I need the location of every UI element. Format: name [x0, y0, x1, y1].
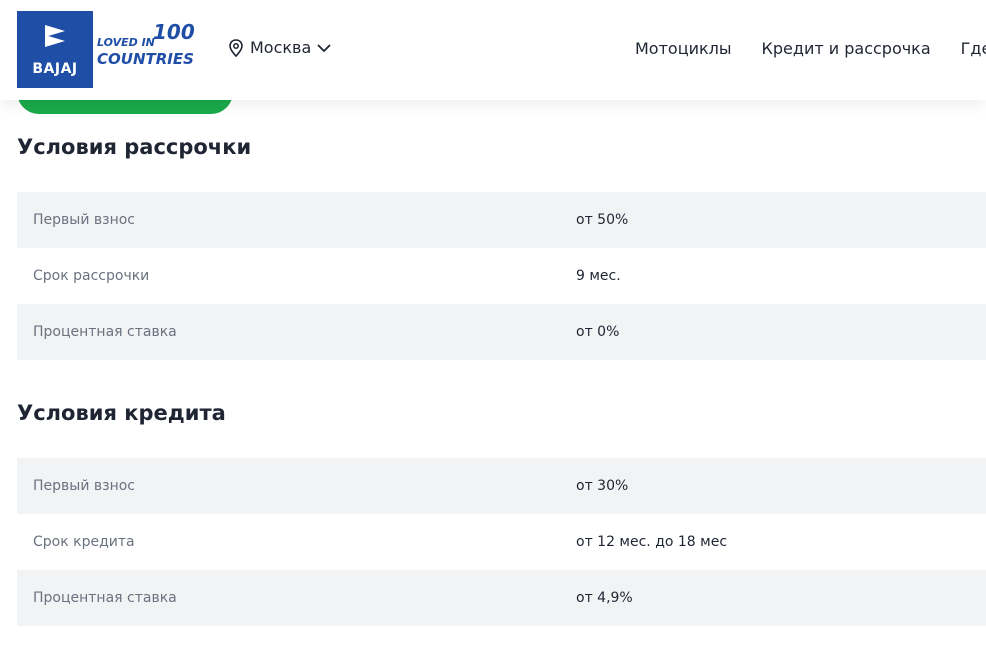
- table-row: Первый взнос от 30%: [17, 458, 986, 514]
- row-value: от 30%: [576, 478, 629, 494]
- pin-icon: [229, 38, 243, 57]
- chevron-icon: [317, 43, 331, 52]
- tagline-number: 100: [153, 20, 195, 44]
- city-name: Москва: [250, 38, 312, 57]
- row-label: Срок кредита: [33, 534, 135, 550]
- table-row: Срок рассрочки 9 мес.: [17, 248, 986, 304]
- row-value: от 12 мес. до 18 мес: [576, 534, 728, 550]
- table-row: Первый взнос от 50%: [17, 192, 986, 248]
- table-row: Процентная ставка от 4,9%: [17, 570, 986, 626]
- table-row: Процентная ставка от 0%: [17, 304, 986, 360]
- logo-icon: [45, 25, 65, 47]
- row-label: Первый взнос: [33, 478, 135, 494]
- terms-table: Первый взнос от 50% Срок рассрочки 9 мес. …: [17, 192, 986, 360]
- tagline-top: LOVED IN: [97, 36, 155, 49]
- section-title: Условия рассрочки: [17, 135, 252, 159]
- terms-table: Первый взнос от 30% Срок кредита от 12 мес…: [17, 458, 986, 626]
- city-selector[interactable]: Москва: [228, 38, 331, 57]
- nav-link[interactable]: Мотоциклы: [635, 39, 732, 58]
- row-value: от 50%: [576, 212, 629, 228]
- nav-link[interactable]: Где купить: [960, 39, 986, 58]
- row-value: 9 мес.: [576, 268, 621, 284]
- row-label: Процентная ставка: [33, 324, 177, 340]
- row-label: Процентная ставка: [33, 590, 177, 606]
- logo[interactable]: BAJAJ: [17, 11, 93, 88]
- row-value: от 0%: [576, 324, 620, 340]
- row-label: Первый взнос: [33, 212, 135, 228]
- nav: Мотоциклы Кредит и рассрочка Где купить: [635, 39, 986, 58]
- header: BAJAJ LOVED IN 100 COUNTRIES Москва Мото…: [0, 0, 986, 100]
- table-row: Срок кредита от 12 мес. до 18 мес: [17, 514, 986, 570]
- tagline-bottom: COUNTRIES: [97, 50, 194, 68]
- logo-brand: BAJAJ: [32, 61, 78, 77]
- nav-link[interactable]: Кредит и рассрочка: [761, 39, 931, 58]
- row-label: Срок рассрочки: [33, 268, 150, 284]
- row-value: от 4,9%: [576, 590, 633, 606]
- section-title: Условия кредита: [17, 401, 226, 425]
